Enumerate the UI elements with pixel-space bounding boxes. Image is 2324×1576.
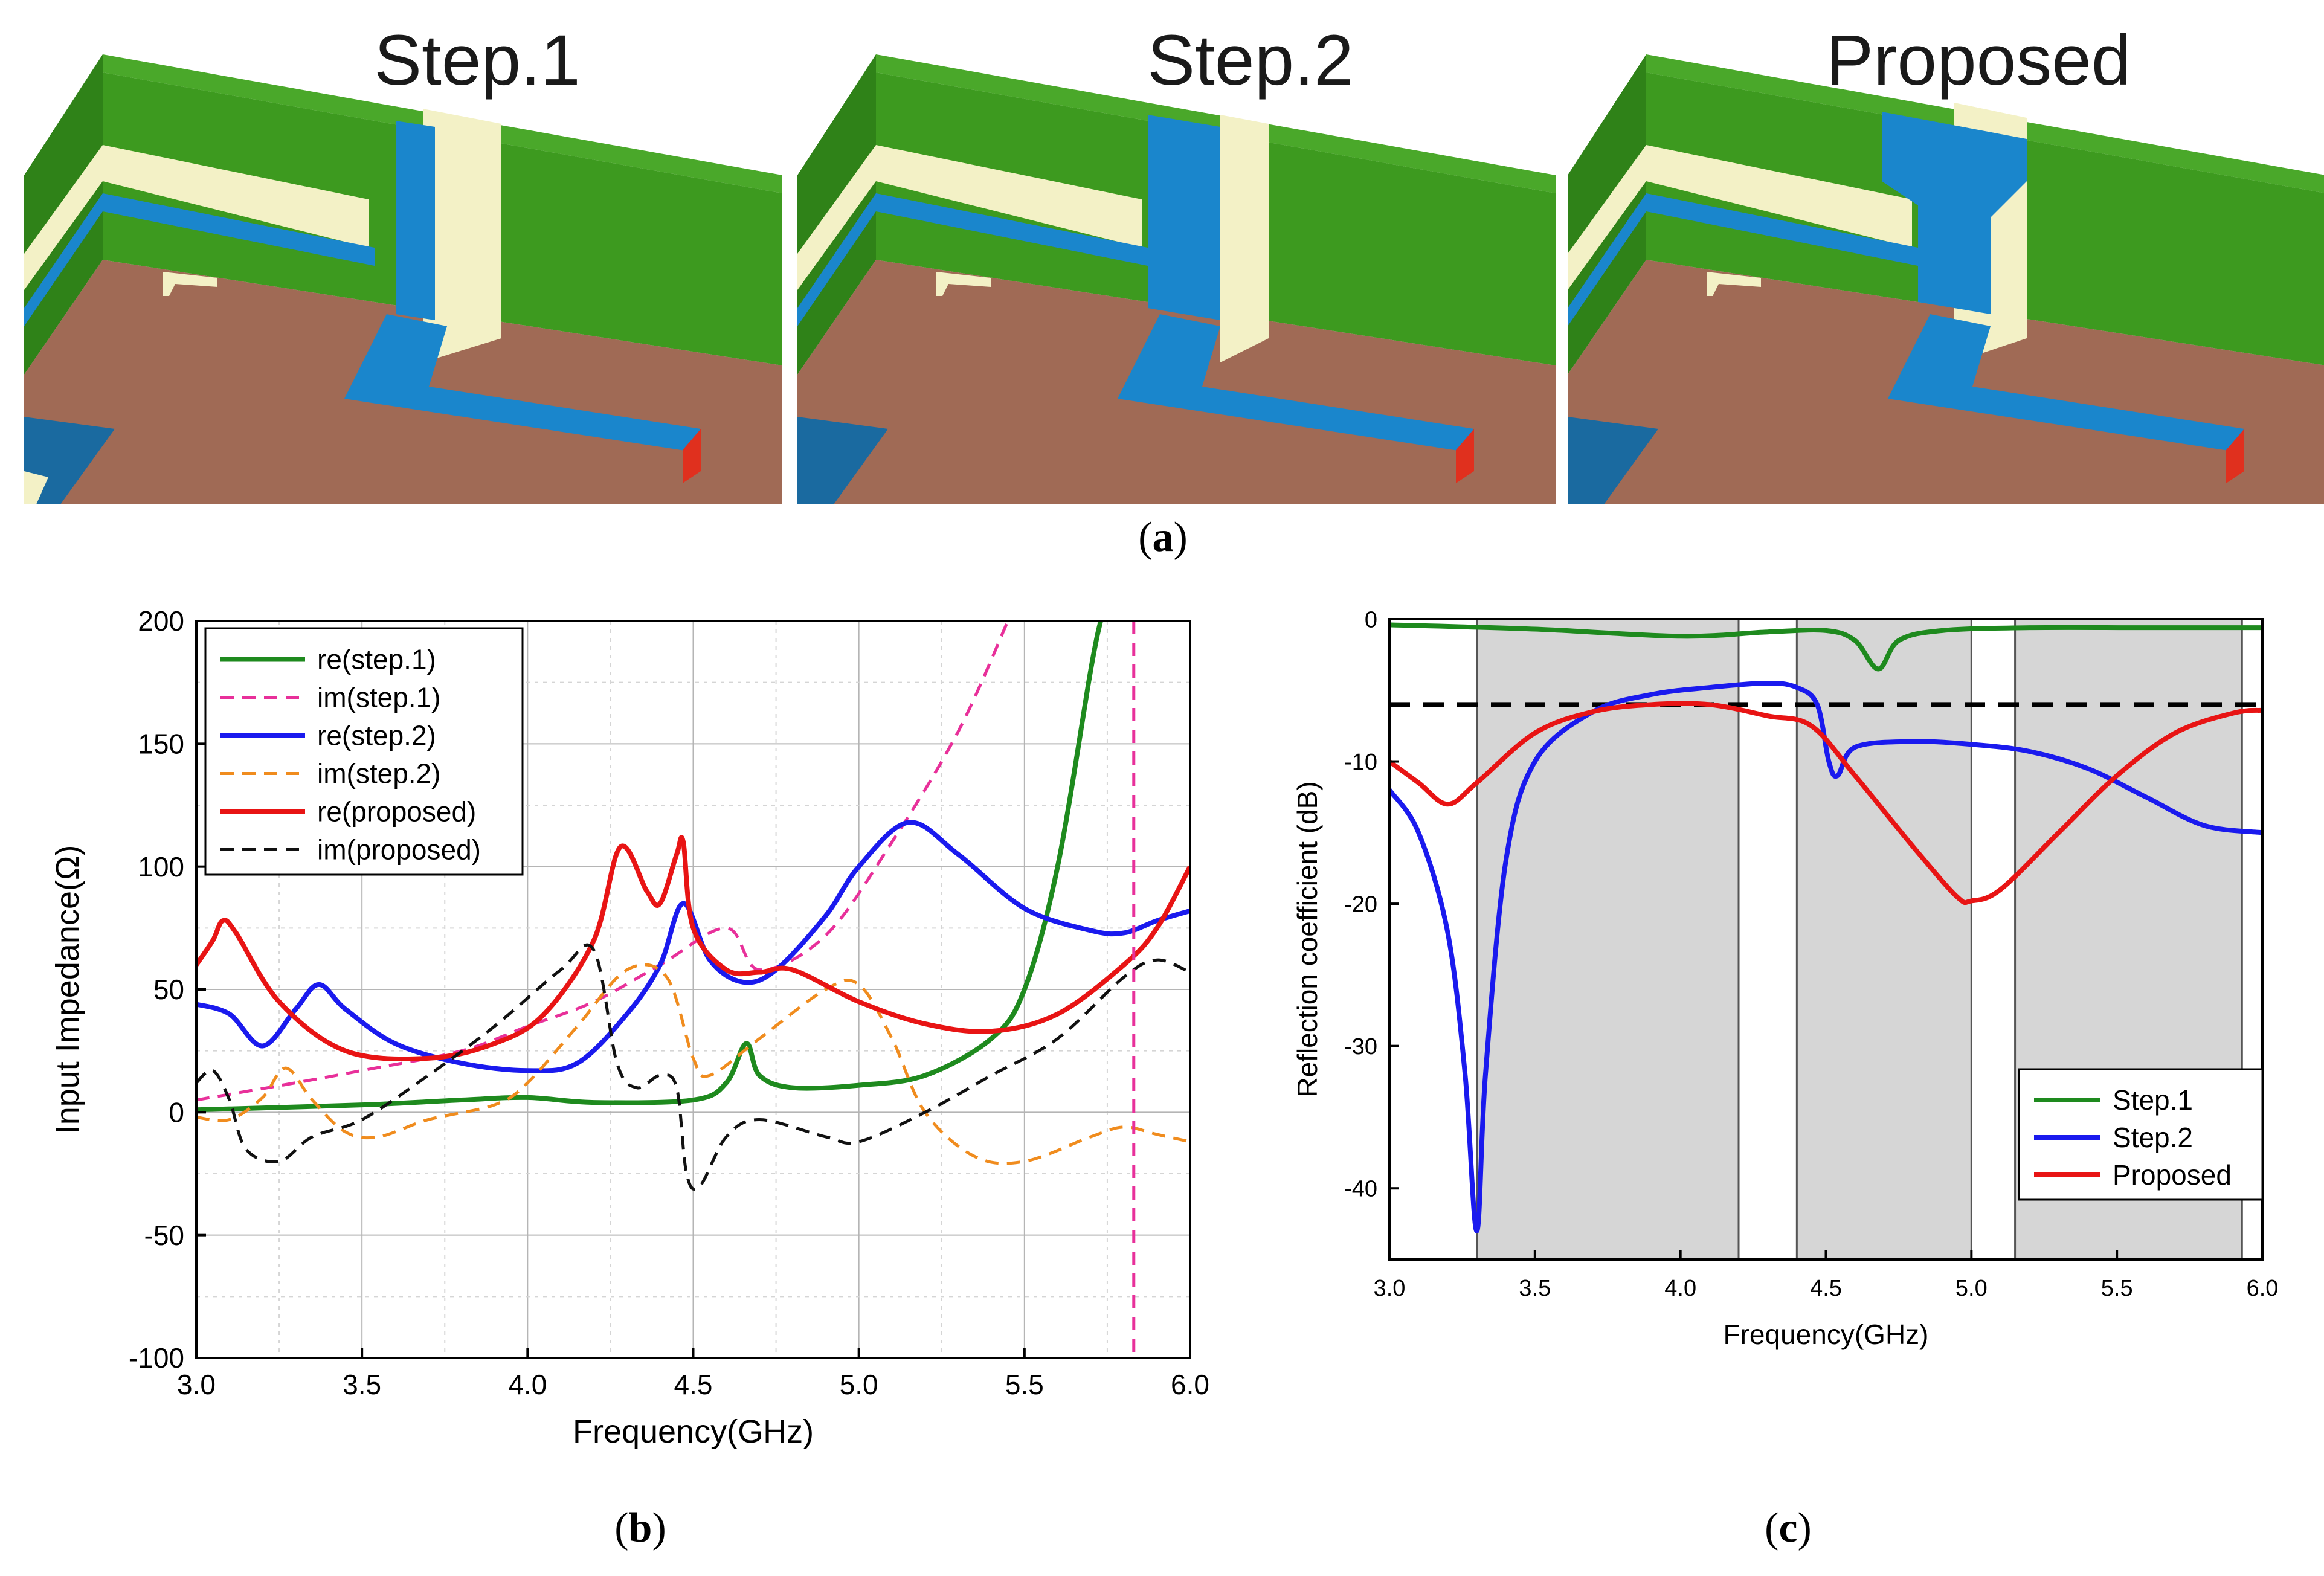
slot-detail [1707,272,1761,296]
feed-trace-vertical [1148,115,1220,320]
feed-trace-bottom [344,314,701,453]
series-line-im-step-1- [196,621,1009,1102]
x-tick-label: 3.0 [177,1369,216,1400]
x-tick-label: 5.5 [1005,1369,1044,1400]
ground-trace [24,417,115,504]
x-tick-label: 4.5 [674,1369,713,1400]
x-tick-label: 3.5 [343,1369,381,1400]
x-tick-label: 5.0 [840,1369,878,1400]
port [2226,429,2244,483]
legend-label: re(step.1) [317,644,436,675]
y-tick-label: 100 [138,851,184,883]
slot-detail [163,272,217,296]
reflection-chart: 3.0 3.5 4.0 4.5 5.0 5.5 6.0 0 -10 -20 -30 -40 Freque… [1292,607,2279,1350]
feed-trace-vertical [396,121,435,320]
feed-line-inner [24,193,375,326]
port [683,429,701,483]
legend-label: re(proposed) [317,796,476,828]
y-tick-label: -50 [144,1220,184,1251]
x-tick-label: 3.5 [1519,1276,1551,1301]
y-axis-label: Reflection coefficient (dB) [1292,781,1323,1097]
render-title: Step.1 [374,21,581,100]
legend-label: Proposed [2113,1159,2232,1191]
x-tick-label: 3.0 [1374,1276,1406,1301]
render-step2: Step.2 [797,21,1556,504]
series-line-re-proposed- [196,835,1190,1062]
gap-strip [1220,115,1269,362]
legend-box [204,627,524,876]
gap-slot [1568,145,1912,290]
x-tick-label: 4.0 [508,1369,547,1400]
render-title: Proposed [1826,21,2131,100]
feed-line-inner [1568,193,1918,326]
shaded-band [1795,618,1972,1261]
series-line-step-1 [1389,622,2262,672]
legend-label: Step.2 [2113,1122,2193,1153]
legend-box [2018,1068,2264,1201]
panel-b-label: (b) [614,1505,666,1551]
ground-trace [1568,417,1658,504]
gap-slot [797,145,1142,290]
y-tick-label: -100 [129,1342,184,1374]
port [1456,429,1474,483]
panel-c-label: (c) [1765,1505,1812,1551]
legend-label: im(step.2) [317,758,440,790]
render-proposed-graphic [1568,36,2324,504]
x-tick-label: 4.5 [1810,1276,1842,1301]
render-title: Step.2 [1147,21,1354,100]
y-tick-label: 150 [138,728,184,759]
y-axis-label: Input Impedance(Ω) [50,845,86,1134]
legend-label: re(step.2) [317,720,436,751]
series-line-step-2 [1389,681,2262,1233]
slot-detail [936,272,991,296]
radiator-top [876,54,1556,193]
y-tick-label: 0 [1365,607,1377,632]
render-step1-graphic [24,36,782,504]
ground-trace-light [24,471,48,504]
impedance-chart: 3.0 3.5 4.0 4.5 5.0 5.5 6.0 200 150 100 50 0 -50 -100… [50,605,1209,1450]
x-tick-label: 4.0 [1664,1276,1696,1301]
render-proposed: Proposed [1568,21,2324,504]
feed-trace-bottom [1888,314,2244,453]
y-tick-label: -20 [1344,892,1377,917]
gap-slot [24,145,369,290]
x-axis-label: Frequency(GHz) [573,1414,814,1450]
x-tick-label: 5.0 [1955,1276,1988,1301]
feed-trace-tapered [1882,112,2027,314]
gap-strip [423,109,501,362]
series-line-re-step-1- [196,621,1103,1113]
x-tick-label: 6.0 [2247,1276,2279,1301]
legend-label: Step.1 [2113,1084,2193,1116]
render-step2-graphic [797,36,1556,504]
y-tick-label: -10 [1344,750,1377,775]
y-tick-label: 50 [153,974,184,1005]
series-line-re-step-2- [196,820,1190,1073]
render-step1: Step.1 [24,21,782,504]
shaded-band [1476,618,1740,1261]
y-tick-label: -40 [1344,1177,1377,1202]
y-tick-label: 200 [138,605,184,637]
y-tick-label: -30 [1344,1034,1377,1060]
panel-a: Step.1 Step.2 [0,0,2324,561]
ground-trace [797,417,888,504]
feed-trace-bottom [1118,314,1474,453]
legend-label: im(step.1) [317,682,440,713]
series-line-im-step-2- [196,963,1190,1165]
feed-line-inner [797,193,1148,326]
series-line-proposed [1389,701,2262,905]
x-tick-label: 6.0 [1171,1369,1209,1400]
x-tick-label: 5.5 [2101,1276,2133,1301]
x-axis-label: Frequency(GHz) [1724,1319,1929,1350]
legend-label: im(proposed) [317,834,481,866]
panel-a-label: (a) [1138,514,1188,561]
y-tick-label: 0 [169,1096,184,1128]
series-line-im-proposed- [196,943,1190,1191]
